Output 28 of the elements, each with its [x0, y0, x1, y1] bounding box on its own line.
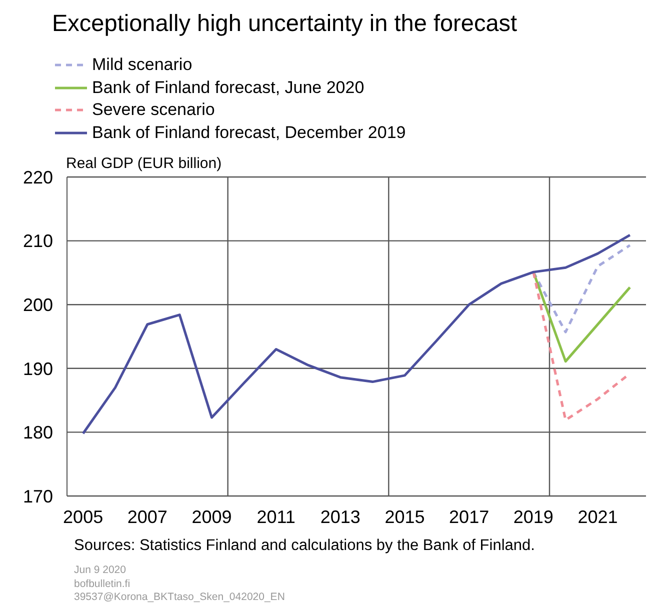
- x-tick-label: 2013: [320, 506, 360, 527]
- legend-label: Bank of Finland forecast, December 2019: [92, 122, 406, 144]
- y-tick-label: 200: [22, 294, 53, 315]
- text: Jun 9 2020: [74, 564, 126, 576]
- y-tick-label: 180: [22, 422, 53, 443]
- chart-title: Exceptionally high uncertainty in the forecast: [52, 10, 518, 37]
- text: 39537@Korona_BKTtaso_Sken_042020_EN: [74, 591, 285, 603]
- legend-label: Severe scenario: [92, 99, 215, 121]
- x-tick-label: 2021: [578, 506, 618, 527]
- y-tick-label: 170: [22, 486, 53, 506]
- y-tick-label: 190: [22, 358, 53, 379]
- x-tick-label: 2011: [256, 506, 296, 527]
- text: bofbulletin.fi: [74, 578, 130, 590]
- x-tick-label: 2005: [63, 506, 104, 527]
- legend-label: Bank of Finland forecast, June 2020: [92, 76, 364, 98]
- legend-label: Mild scenario: [92, 54, 192, 76]
- x-tick-label: 2007: [127, 506, 168, 527]
- line-series: [532, 244, 632, 334]
- line-series: [82, 234, 632, 435]
- x-tick-label: 2015: [384, 506, 425, 527]
- y-tick-label: 220: [22, 167, 53, 188]
- line-series: [532, 270, 632, 363]
- y-axis-title: Real GDP (EUR billion): [66, 155, 222, 172]
- y-tick-label: 210: [22, 231, 53, 252]
- x-tick-label: 2009: [192, 506, 232, 527]
- x-tick-label: 2019: [513, 506, 554, 527]
- source-note: Sources: Statistics Finland and calculations by the Bank of Finland.: [74, 537, 535, 555]
- x-tick-label: 2017: [449, 506, 490, 527]
